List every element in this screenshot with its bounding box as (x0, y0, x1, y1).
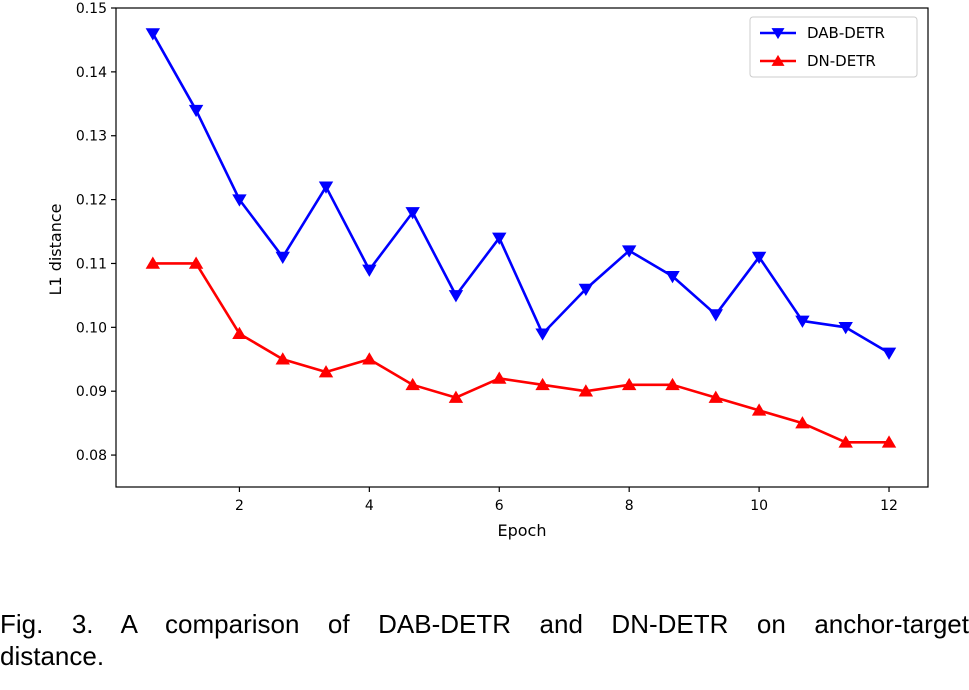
data-point-dn-detr (795, 416, 810, 429)
x-tick-label: 12 (880, 498, 898, 514)
data-point-dn-detr (621, 377, 637, 391)
data-point-dn-detr (535, 377, 550, 391)
data-point-dn-detr (275, 352, 290, 365)
data-point-dn-detr (448, 390, 464, 403)
data-point-dab-detr (188, 104, 204, 118)
legend-label-dn-detr: DN-DETR (807, 52, 876, 70)
x-tick-label: 8 (625, 498, 634, 514)
data-point-dn-detr (881, 435, 897, 448)
legend: DAB-DETR DN-DETR (749, 16, 918, 78)
data-point-dn-detr (708, 390, 723, 403)
y-tick-label: 0.12 (76, 193, 107, 209)
data-point-dn-detr (665, 377, 680, 391)
data-point-dn-detr (188, 256, 204, 269)
series-line-dab-detr (151, 32, 890, 354)
x-axis-label: Epoch (498, 521, 547, 540)
data-point-dab-detr (838, 322, 853, 335)
y-axis-label: L1 distance (46, 204, 65, 296)
data-point-dab-detr (448, 290, 464, 303)
data-point-dab-detr (751, 251, 767, 265)
data-point-dab-detr (881, 347, 897, 360)
data-point-dab-detr (318, 181, 334, 194)
x-tick-label: 10 (750, 498, 768, 514)
data-point-dab-detr (621, 245, 637, 258)
data-point-dab-detr (795, 315, 810, 328)
data-point-dn-detr (318, 365, 334, 378)
series-line-dn-detr (152, 262, 890, 444)
data-point-dab-detr (492, 232, 507, 245)
plot-area (145, 28, 897, 448)
y-tick-label: 0.15 (76, 1, 107, 17)
y-tick-label: 0.13 (76, 129, 107, 145)
data-point-dab-detr (535, 328, 550, 341)
data-point-dab-detr (232, 194, 247, 207)
plot-frame (115, 7, 929, 488)
caption-line-1: Fig. 3. A comparison of DAB-DETR and DN-… (0, 609, 969, 639)
y-tick-label: 0.08 (76, 448, 107, 464)
x-tick-label: 2 (235, 498, 244, 514)
y-tick-label: 0.14 (76, 65, 107, 81)
y-tick-label: 0.09 (76, 384, 107, 400)
data-point-dab-detr (708, 309, 723, 322)
data-point-dn-detr (751, 403, 767, 416)
line-chart: 2 4 6 8 10 12 0.08 0.09 0.10 0.11 0.12 0.13 0.14 0.15… (46, 1, 929, 540)
x-tick-label: 6 (495, 498, 504, 514)
data-point-dab-detr (578, 283, 594, 296)
data-point-dn-detr (232, 326, 247, 339)
data-point-dab-detr (362, 264, 377, 277)
x-tick-label: 4 (365, 498, 374, 514)
data-point-dab-detr (405, 207, 420, 220)
y-tick-label: 0.10 (76, 320, 107, 336)
data-point-dn-detr (362, 352, 377, 365)
data-point-dn-detr (578, 384, 594, 397)
legend-marker-dn-detr (771, 54, 785, 66)
data-point-dn-detr (405, 377, 420, 391)
data-point-dn-detr (145, 256, 161, 269)
y-tick-label: 0.11 (76, 256, 107, 272)
legend-label-dab-detr: DAB-DETR (807, 24, 885, 42)
data-point-dab-detr (665, 270, 680, 284)
data-point-dab-detr (145, 28, 161, 41)
legend-marker-dab-detr (771, 28, 785, 40)
data-point-dn-detr (492, 371, 507, 384)
data-point-dn-detr (838, 435, 853, 448)
axes: 2 4 6 8 10 12 0.08 0.09 0.10 0.11 0.12 0.13 0.14 0.15 (76, 1, 929, 514)
figure-caption: Fig. 3. A comparison of DAB-DETR and DN-… (0, 608, 969, 672)
data-point-dab-detr (275, 251, 290, 265)
caption-line-2: distance. (0, 641, 105, 671)
